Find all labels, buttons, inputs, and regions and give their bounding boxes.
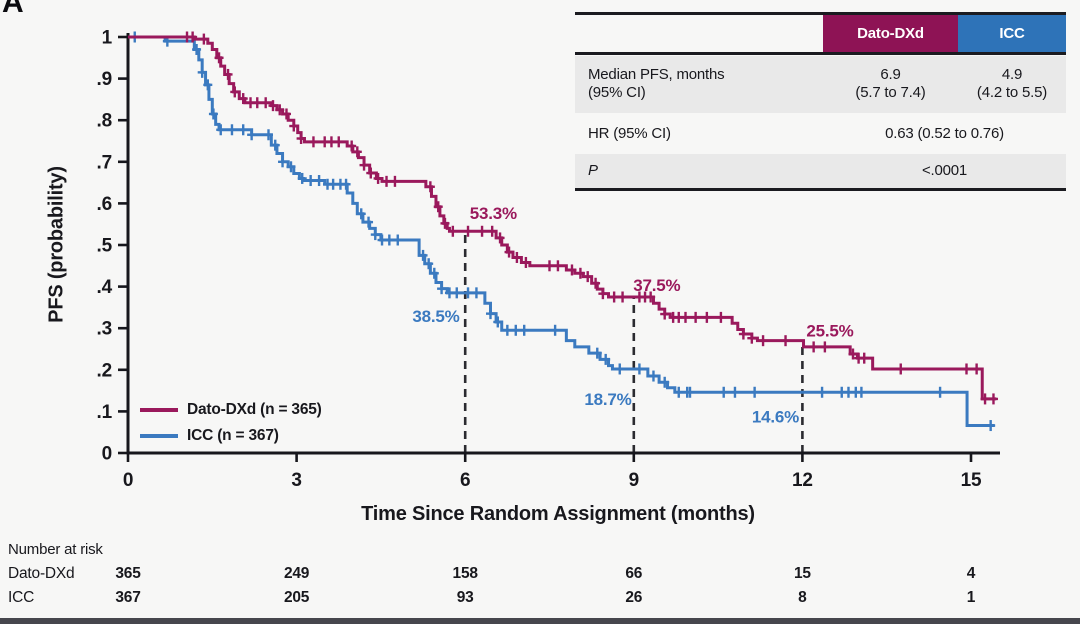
hr-value: 0.63 (0.52 to 0.76) [885, 125, 1004, 142]
risk-count-icc-6mo: 93 [456, 589, 474, 606]
table-header-icc: ICC [958, 15, 1066, 52]
table-row-median-pfs: Median PFS, months (95% CI) 6.9 (5.7 to … [575, 56, 1066, 113]
table-bottom-rule [575, 188, 1066, 191]
y-tick-label: .5 [97, 236, 113, 257]
risk-count-dato-dxd-15mo: 4 [966, 565, 976, 582]
landmark-annotation: 14.6% [752, 408, 799, 427]
risk-count-dato-dxd-0mo: 365 [115, 565, 141, 582]
table-top-rule [575, 12, 1066, 15]
landmark-annotation: 25.5% [806, 322, 853, 341]
hr-label: HR (95% CI) [588, 125, 671, 142]
landmark-annotation: 37.5% [633, 276, 680, 295]
x-tick-label: 3 [291, 470, 301, 491]
legend-item-dato-dxd: Dato-DXd (n = 365) [140, 397, 322, 423]
x-tick-label: 15 [961, 470, 982, 491]
y-tick-label: 0 [102, 444, 112, 465]
risk-count-icc-0mo: 367 [115, 589, 141, 606]
x-tick-label: 9 [629, 470, 639, 491]
median-pfs-label: Median PFS, months (95% CI) [588, 66, 725, 101]
median-pfs-dato-value: 6.9 (5.7 to 7.4) [855, 66, 926, 101]
y-tick-label: .9 [97, 69, 112, 90]
x-tick-label: 12 [792, 470, 813, 491]
risk-row-label-dato-dxd: Dato-DXd [8, 565, 75, 582]
risk-count-icc-15mo: 1 [966, 589, 976, 606]
x-tick-label: 6 [460, 470, 470, 491]
table-row-p-value: P <.0001 [575, 154, 1066, 188]
p-value: <.0001 [921, 162, 968, 179]
y-tick-label: .2 [97, 360, 112, 381]
risk-count-icc-12mo: 8 [798, 589, 807, 606]
risk-count-dato-dxd-3mo: 249 [283, 565, 310, 582]
y-tick-label: .3 [97, 319, 112, 340]
table-header-dato-dxd: Dato-DXd [823, 15, 958, 52]
table-header-row: Dato-DXd ICC [575, 15, 1066, 52]
y-tick-label: 1 [102, 28, 113, 49]
number-at-risk-title: Number at risk [8, 541, 103, 558]
legend-label: ICC (n = 367) [187, 427, 279, 444]
panel-label: A [2, 0, 24, 19]
x-axis-title: Time Since Random Assignment (months) [361, 503, 755, 525]
table-header-rule [575, 52, 1066, 55]
stats-table: Dato-DXd ICC Median PFS, months (95% CI)… [575, 12, 1066, 191]
landmark-annotation: 38.5% [412, 307, 459, 326]
x-tick-label: 0 [123, 470, 133, 491]
landmark-annotation: 53.3% [470, 204, 517, 223]
risk-count-icc-9mo: 26 [625, 589, 643, 606]
y-tick-label: .7 [97, 152, 112, 173]
table-row-hr: HR (95% CI) 0.63 (0.52 to 0.76) [575, 116, 1066, 151]
legend: Dato-DXd (n = 365) ICC (n = 367) [140, 397, 322, 449]
table-header-empty-cell [575, 15, 823, 52]
y-tick-label: .6 [97, 194, 112, 215]
y-axis-title: PFS (probability) [45, 166, 68, 323]
bottom-edge-bar [0, 618, 1080, 624]
p-label: P [588, 162, 598, 179]
risk-row-label-icc: ICC [8, 589, 35, 606]
icc-line-swatch [140, 434, 178, 438]
legend-item-icc: ICC (n = 367) [140, 423, 322, 449]
km-curve-icc [128, 35, 995, 428]
y-tick-label: .1 [97, 402, 113, 423]
risk-count-icc-3mo: 205 [283, 589, 310, 606]
dato-dxd-line-swatch [140, 408, 178, 412]
risk-count-dato-dxd-12mo: 15 [793, 565, 811, 582]
median-pfs-icc-value: 4.9 (4.2 to 5.5) [976, 66, 1048, 101]
y-tick-label: .8 [97, 111, 112, 132]
risk-count-dato-dxd-6mo: 158 [452, 565, 478, 582]
y-tick-label: .4 [97, 277, 113, 298]
legend-label: Dato-DXd (n = 365) [187, 401, 322, 418]
landmark-annotation: 18.7% [584, 390, 631, 409]
risk-count-dato-dxd-9mo: 66 [625, 565, 643, 582]
